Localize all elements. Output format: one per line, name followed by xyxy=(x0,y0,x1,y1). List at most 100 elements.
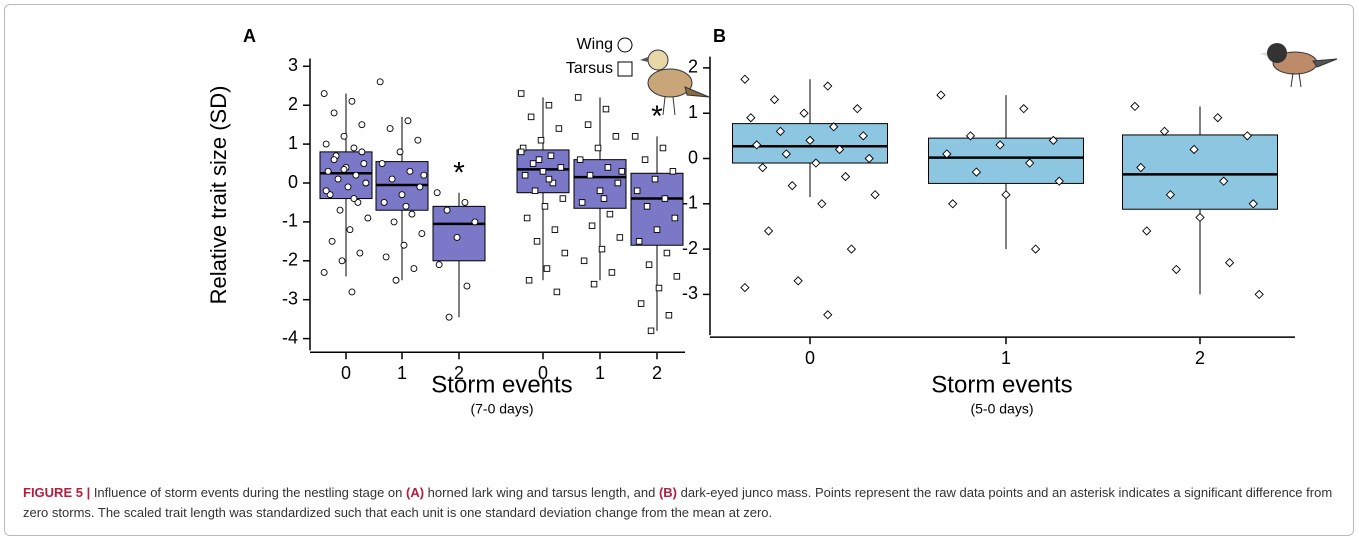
x-tick-label: 1 xyxy=(595,363,605,383)
point xyxy=(641,156,649,163)
y-tick-label: -2 xyxy=(282,250,298,270)
point xyxy=(453,234,461,241)
point xyxy=(1142,226,1152,236)
point xyxy=(600,195,608,202)
point xyxy=(1189,144,1199,155)
point xyxy=(400,241,408,249)
point xyxy=(527,113,535,121)
y-tick-label: 1 xyxy=(288,133,298,153)
point xyxy=(1048,135,1058,146)
point xyxy=(539,168,547,175)
x-axis-label: Storm events xyxy=(931,371,1072,398)
point xyxy=(340,132,348,140)
chart: A -4 -3 -2 -1 0 1 2 3 Relative trait size (SD) Sto… xyxy=(206,26,1338,417)
point xyxy=(655,284,663,292)
point xyxy=(578,199,586,206)
y-tick-label: 0 xyxy=(288,172,298,192)
point xyxy=(604,164,612,171)
junco-icon xyxy=(1260,43,1338,88)
legend-label: Wing xyxy=(577,36,613,53)
point xyxy=(330,109,338,117)
point xyxy=(420,171,428,179)
point xyxy=(557,164,565,171)
point xyxy=(971,167,982,177)
point xyxy=(362,179,370,187)
point xyxy=(392,276,400,284)
caption-text: Influence of storm events during the nes… xyxy=(90,485,407,500)
x-tick-label: 1 xyxy=(397,363,407,383)
point xyxy=(545,101,553,109)
point xyxy=(614,179,622,187)
y-tick-label: 2 xyxy=(688,57,698,77)
point xyxy=(612,133,620,140)
point xyxy=(769,94,780,105)
y-axis-label: Relative trait size (SD) xyxy=(206,86,231,305)
point xyxy=(517,148,525,156)
x-axis-sublabel: (7-0 days) xyxy=(470,401,533,417)
point xyxy=(396,148,404,156)
point xyxy=(517,90,525,97)
legend-marker xyxy=(617,61,633,77)
point xyxy=(350,195,358,203)
point xyxy=(414,136,422,144)
point xyxy=(443,206,451,214)
point xyxy=(535,156,543,163)
point xyxy=(864,153,874,164)
point xyxy=(1025,158,1035,168)
point xyxy=(811,158,821,168)
point xyxy=(1195,212,1205,223)
point xyxy=(661,195,669,202)
point xyxy=(673,273,681,280)
point xyxy=(543,265,551,272)
point xyxy=(852,104,862,114)
point xyxy=(653,226,661,233)
y-tick-label: -1 xyxy=(682,193,698,213)
y-tick-label: -3 xyxy=(682,283,698,303)
point xyxy=(340,165,348,173)
point xyxy=(553,288,561,296)
point xyxy=(324,167,332,175)
point xyxy=(618,168,626,175)
panel-label: B xyxy=(713,26,726,46)
point xyxy=(574,94,582,101)
point xyxy=(752,140,762,150)
point xyxy=(594,144,602,152)
point xyxy=(817,199,827,209)
point xyxy=(763,226,774,236)
point xyxy=(1130,101,1140,112)
y-tick-label: -1 xyxy=(282,211,298,231)
point xyxy=(461,198,469,206)
point xyxy=(320,90,328,97)
point xyxy=(406,167,414,175)
point xyxy=(471,218,479,226)
figure: A -4 -3 -2 -1 0 1 2 3 Relative trait size (SD) Sto… xyxy=(4,4,1354,536)
point xyxy=(584,121,592,128)
point xyxy=(586,171,594,179)
y-tick-label: 0 xyxy=(688,147,698,167)
point xyxy=(635,238,643,245)
point xyxy=(633,187,641,195)
point xyxy=(398,191,406,199)
point xyxy=(404,117,412,125)
point xyxy=(541,203,549,210)
box xyxy=(630,172,684,246)
point xyxy=(1213,113,1223,123)
point xyxy=(608,269,616,276)
x-tick-label: 2 xyxy=(652,363,662,383)
legend-marker xyxy=(617,37,633,53)
x-tick-label: 0 xyxy=(805,348,815,368)
point xyxy=(523,214,531,222)
point xyxy=(358,148,366,156)
point xyxy=(344,183,352,191)
point xyxy=(322,140,330,148)
legend-label: Tarsus xyxy=(566,60,613,77)
point xyxy=(376,78,384,86)
caption-text: (B) xyxy=(658,485,677,500)
point xyxy=(320,269,328,276)
point xyxy=(1171,264,1181,275)
x-tick-label: 0 xyxy=(341,363,351,383)
point xyxy=(1030,244,1041,254)
point xyxy=(416,183,424,191)
point xyxy=(805,135,815,146)
y-tick-label: 2 xyxy=(288,94,298,114)
